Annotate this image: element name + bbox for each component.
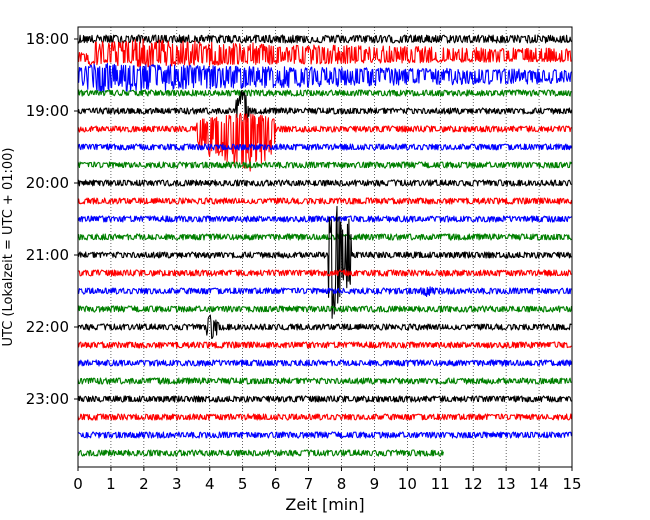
- trace-1815: [77, 38, 572, 68]
- trace-2015: [77, 197, 573, 205]
- trace-2345: [77, 449, 444, 457]
- trace-2330: [77, 431, 573, 439]
- trace-1800: [77, 34, 572, 44]
- x-tick-label: 9: [370, 475, 380, 493]
- trace-1900: [77, 90, 573, 123]
- y-tick-label: 22:00: [26, 318, 69, 336]
- trace-1945: [77, 161, 573, 169]
- grid-lines: [110, 27, 540, 467]
- y-axis-ticks: 18:00 19:00 20:00 21:00 22:00 23:00: [26, 30, 78, 408]
- x-tick-label: 13: [497, 475, 516, 493]
- y-tick-label: 23:00: [26, 390, 69, 408]
- trace-2000: [77, 179, 572, 187]
- x-tick-label: 11: [431, 475, 450, 493]
- x-tick-label: 14: [530, 475, 549, 493]
- y-tick-label: 18:00: [26, 30, 69, 48]
- trace-1830: [77, 62, 572, 94]
- trace-2145: [77, 305, 573, 313]
- trace-2215: [77, 341, 572, 349]
- y-tick-label: 21:00: [26, 246, 69, 264]
- trace-2030: [77, 215, 572, 223]
- y-tick-label: 20:00: [26, 174, 69, 192]
- x-tick-label: 0: [73, 475, 83, 493]
- trace-1915: [77, 112, 572, 172]
- x-tick-label: 5: [238, 475, 248, 493]
- x-tick-label: 8: [337, 475, 347, 493]
- trace-2200: [77, 314, 572, 340]
- trace-2115: [77, 269, 572, 277]
- x-tick-label: 3: [172, 475, 182, 493]
- trace-layer: [77, 34, 573, 457]
- x-axis-title: Zeit [min]: [285, 495, 364, 514]
- y-tick-label: 19:00: [26, 102, 69, 120]
- trace-2315: [77, 413, 573, 421]
- x-tick-label: 2: [139, 475, 149, 493]
- trace-2045: [77, 233, 572, 241]
- plot-frame: [77, 26, 573, 468]
- x-tick-label: 6: [271, 475, 281, 493]
- x-tick-label: 4: [205, 475, 215, 493]
- trace-1845: [77, 89, 572, 97]
- x-tick-label: 7: [304, 475, 314, 493]
- trace-2100: [77, 205, 572, 319]
- y-axis-title: UTC (Lokalzeit = UTC + 01:00): [1, 148, 16, 347]
- x-axis-ticks: 0 1 2 3 4 5 6 7 8 9 10 11 12 13 14 15: [73, 467, 582, 493]
- trace-2130: [77, 286, 572, 298]
- x-tick-label: 12: [464, 475, 483, 493]
- trace-2300: [77, 395, 572, 403]
- trace-2245: [77, 377, 572, 385]
- trace-1930: [77, 143, 573, 151]
- x-tick-label: 1: [106, 475, 116, 493]
- x-tick-label: 15: [562, 475, 581, 493]
- x-tick-label: 10: [398, 475, 417, 493]
- trace-2230: [77, 359, 573, 367]
